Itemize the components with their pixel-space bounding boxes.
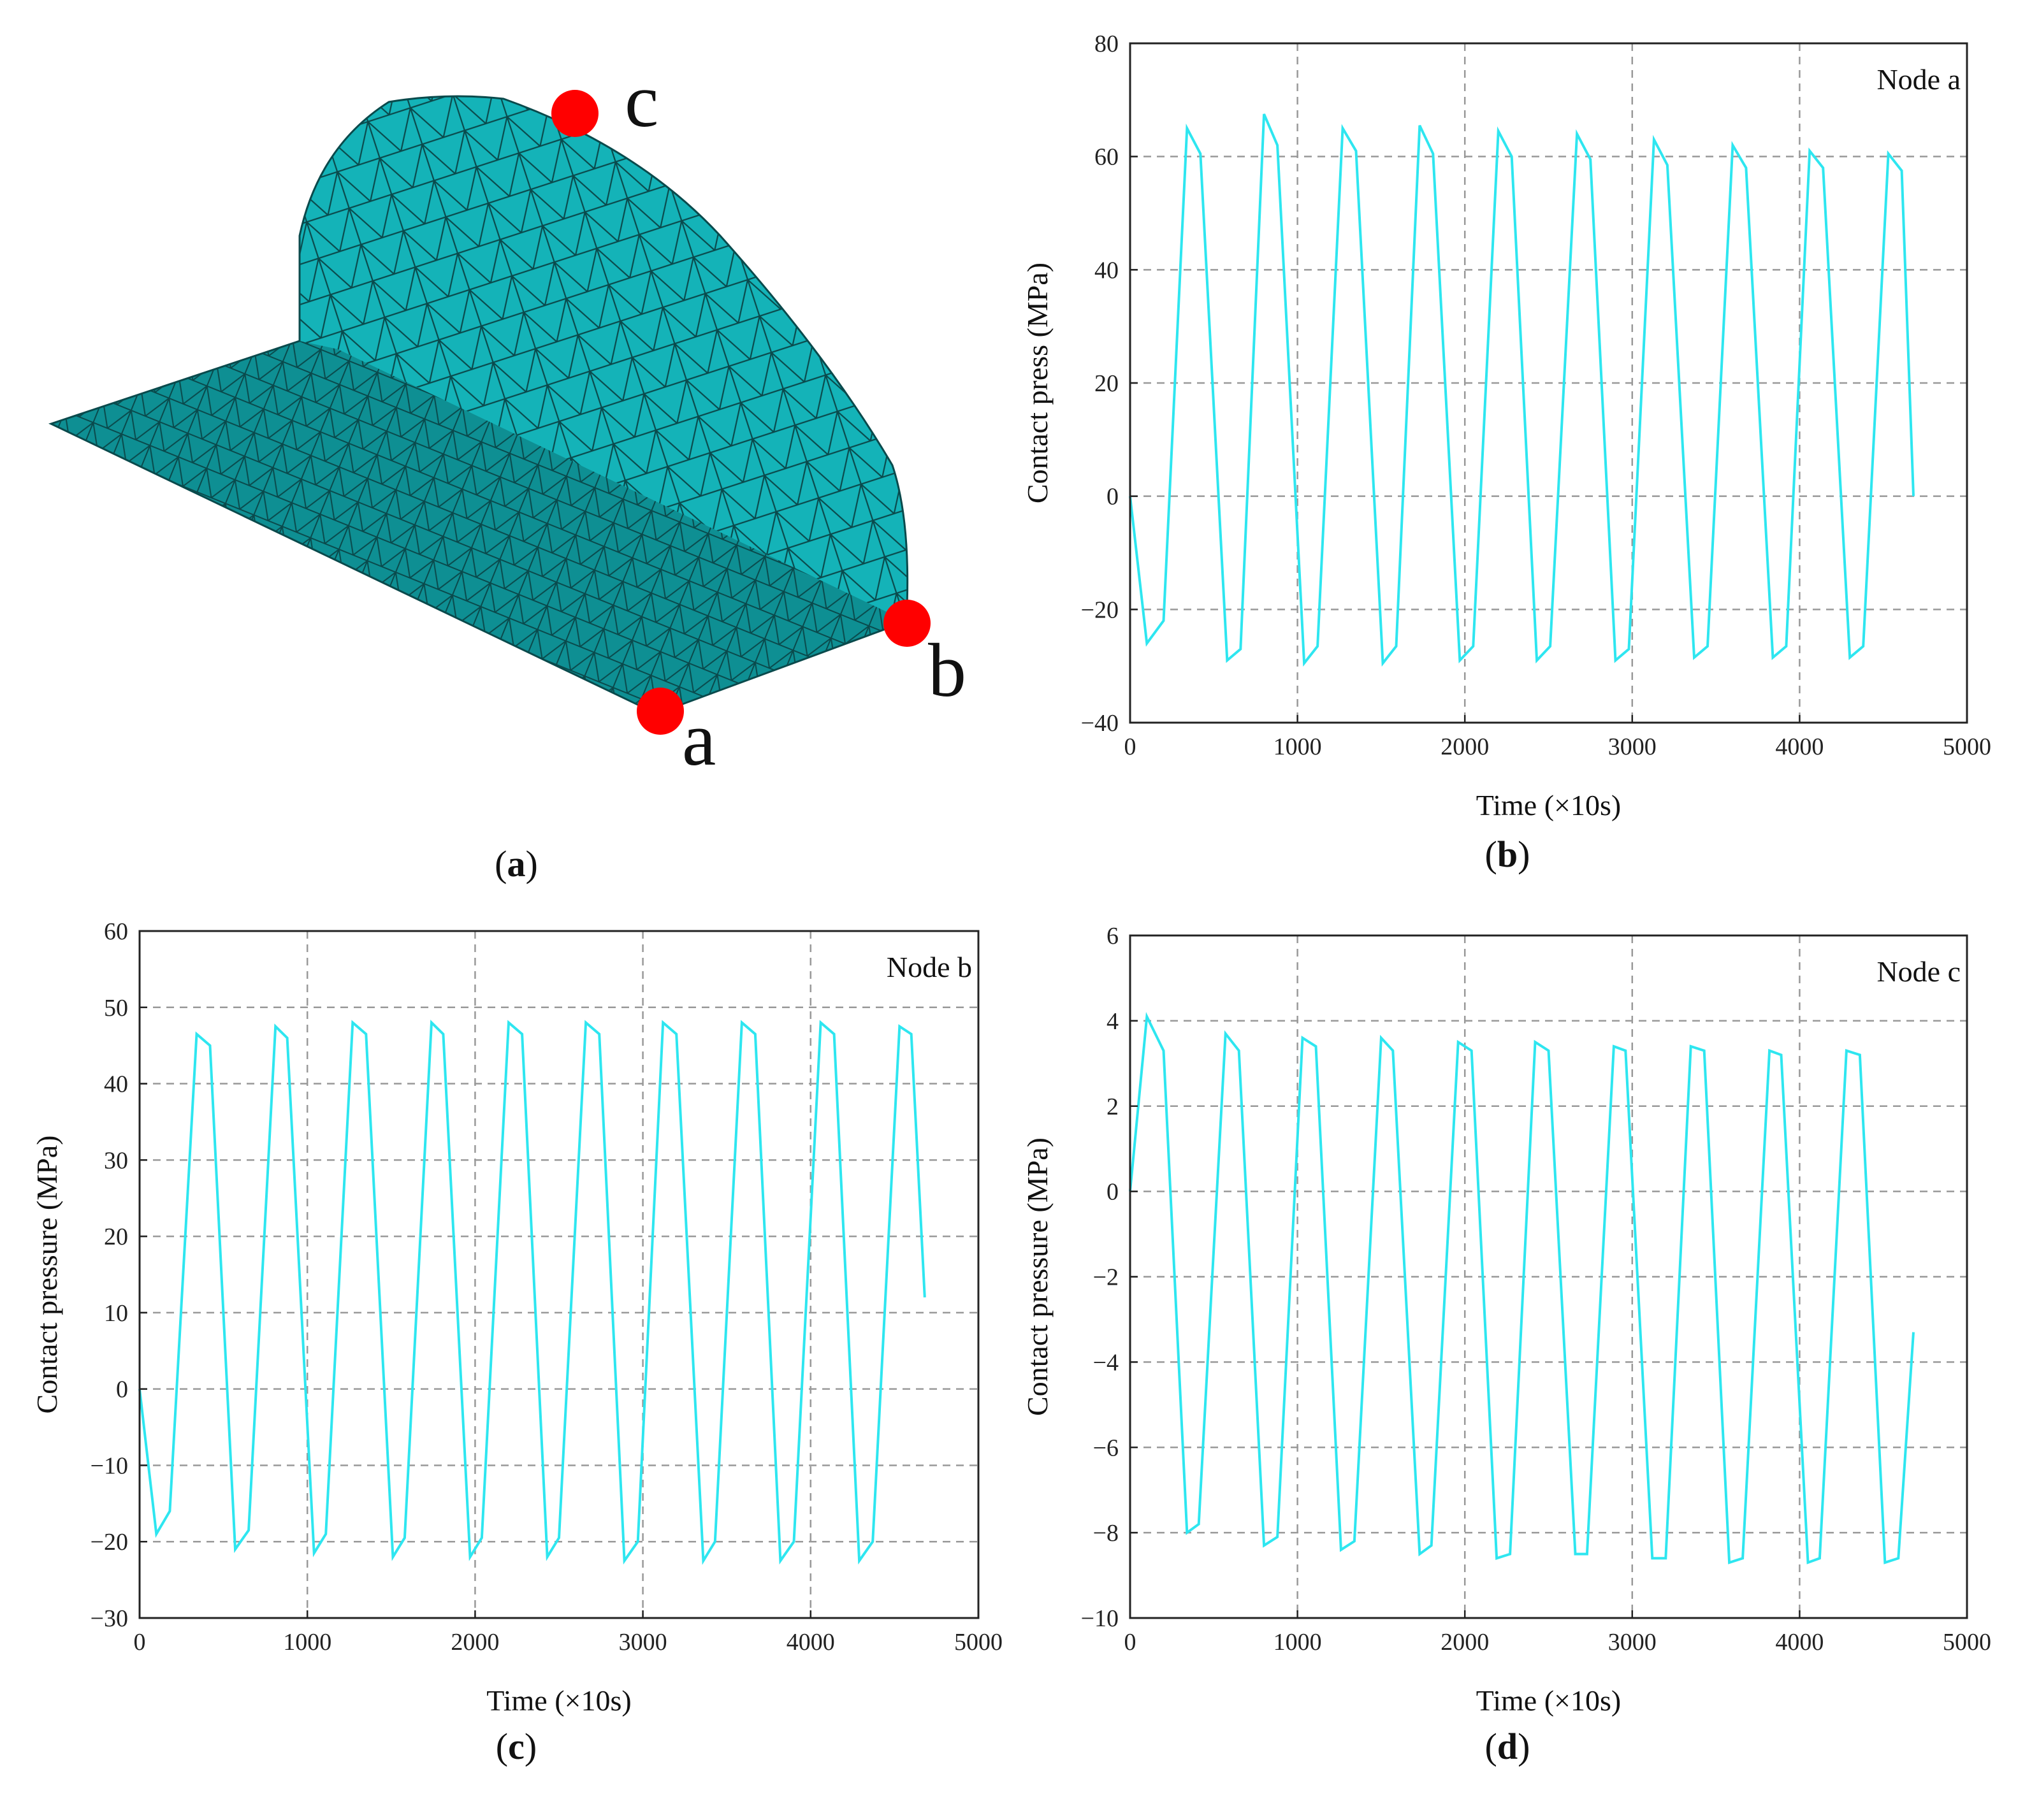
- y-axis-title: Contact press (MPa): [1021, 263, 1054, 503]
- panel-label-a: (a): [495, 843, 538, 885]
- x-tick-label: 4000: [787, 1629, 835, 1656]
- x-tick-label: 4000: [1775, 1629, 1824, 1656]
- x-tick-label: 2000: [1441, 733, 1489, 760]
- panel-label-open: (: [1485, 834, 1497, 875]
- x-tick-label: 5000: [954, 1629, 1003, 1656]
- y-tick-label: −10: [1081, 1605, 1119, 1632]
- panel-label-close: ): [1518, 834, 1530, 875]
- y-tick-label: −20: [91, 1529, 128, 1556]
- panel-label-letter: d: [1497, 1726, 1518, 1767]
- node-marker-c: [551, 90, 599, 137]
- panel-label-open: (: [1485, 1726, 1497, 1767]
- y-tick-label: 0: [1107, 1179, 1119, 1206]
- plot-frame: [138, 930, 980, 1619]
- x-tick-label: 0: [1124, 1629, 1136, 1656]
- y-tick-label: 50: [104, 995, 128, 1022]
- y-tick-label: 20: [104, 1224, 128, 1250]
- mesh-outline: [48, 95, 909, 715]
- y-tick-label: −10: [91, 1452, 128, 1479]
- x-tick-label: 0: [1124, 733, 1136, 760]
- node-label-a: a: [682, 697, 716, 781]
- x-tick-label: 1000: [1274, 1629, 1322, 1656]
- y-tick-label: 6: [1107, 923, 1119, 950]
- series-line: [138, 1020, 926, 1565]
- panel-label-letter: b: [1497, 834, 1518, 875]
- y-tick-label: 40: [104, 1071, 128, 1098]
- y-tick-label: 30: [104, 1147, 128, 1174]
- x-tick-label: 1000: [283, 1629, 331, 1656]
- y-tick-label: −8: [1093, 1520, 1119, 1547]
- panel-label: (b): [1485, 834, 1530, 875]
- series-line: [1129, 113, 1915, 667]
- y-tick-label: 0: [116, 1376, 128, 1403]
- panel-label-close: ): [525, 1726, 537, 1767]
- y-tick-label: 4: [1107, 1008, 1119, 1035]
- chart-node-a: 0 1000 2000 3000 4000 5000 −40 −20 0 20 40 60 80 Node…: [1021, 31, 1991, 875]
- chart-node-c: 0 1000 2000 3000 4000 5000 −10 −8 −6 −4 −2 0 2 4 6 Node…: [1021, 923, 1991, 1767]
- chart-node-b: 0 1000 2000 3000 4000 5000 −30 −20 −10 0 10 20 30 40 5…: [31, 918, 1003, 1767]
- mesh-base-lines: [51, 341, 906, 714]
- node-label-c: c: [625, 58, 658, 143]
- panel-label-open: (: [496, 1726, 508, 1767]
- x-axis-title: Time (×10s): [1476, 1684, 1621, 1717]
- node-label-b: b: [928, 628, 966, 712]
- y-tick-label: −4: [1093, 1349, 1119, 1376]
- legend-label: Node c: [1876, 955, 1961, 988]
- panel-label: (c): [496, 1726, 537, 1767]
- y-axis-title: Contact pressure (MPa): [31, 1136, 63, 1414]
- panel-a-mesh: c b a (a): [48, 58, 966, 885]
- legend-label: Node a: [1876, 63, 1961, 96]
- y-tick-label: 40: [1094, 257, 1119, 284]
- x-tick-label: 5000: [1943, 733, 1991, 760]
- x-tick-label: 3000: [1608, 1629, 1657, 1656]
- y-axis-title: Contact pressure (MPa): [1021, 1138, 1054, 1416]
- y-tick-label: 60: [1094, 144, 1119, 171]
- x-tick-label: 3000: [1608, 733, 1657, 760]
- x-tick-label: 4000: [1775, 733, 1824, 760]
- panel-label-letter: c: [508, 1726, 525, 1767]
- x-axis-title: Time (×10s): [486, 1684, 631, 1717]
- node-marker-b: [883, 600, 931, 647]
- y-tick-label: 2: [1107, 1094, 1119, 1120]
- x-tick-label: 2000: [451, 1629, 499, 1656]
- x-tick-label: 5000: [1943, 1629, 1991, 1656]
- x-tick-label: 3000: [619, 1629, 667, 1656]
- legend-label: Node b: [887, 951, 972, 983]
- panel-label-close: ): [1518, 1726, 1530, 1767]
- x-tick-label: 1000: [1274, 733, 1322, 760]
- x-tick-label: 2000: [1441, 1629, 1489, 1656]
- y-tick-label: −30: [91, 1605, 128, 1632]
- node-marker-a: [637, 688, 684, 735]
- x-axis-title: Time (×10s): [1476, 789, 1621, 821]
- y-tick-label: −6: [1093, 1434, 1119, 1461]
- x-tick-label: 0: [134, 1629, 146, 1656]
- y-tick-label: −2: [1093, 1264, 1119, 1291]
- y-tick-label: 20: [1094, 370, 1119, 397]
- y-tick-label: 0: [1107, 484, 1119, 510]
- y-tick-label: 80: [1094, 31, 1119, 57]
- panel-label: (d): [1485, 1726, 1530, 1767]
- y-tick-label: 10: [104, 1300, 128, 1327]
- y-tick-label: 60: [104, 918, 128, 945]
- y-tick-label: −20: [1081, 596, 1119, 623]
- mesh-upright-lines: [300, 96, 908, 644]
- series-line: [1129, 1011, 1915, 1564]
- y-tick-label: −40: [1081, 710, 1119, 737]
